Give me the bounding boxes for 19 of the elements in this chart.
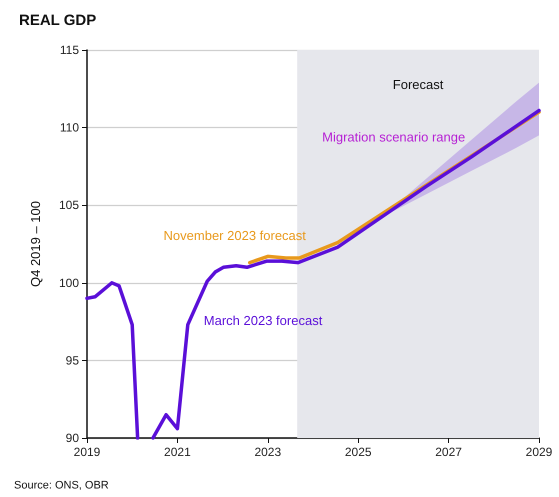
y-tick-label: 100 xyxy=(58,276,80,290)
series-label: March 2023 forecast xyxy=(204,313,323,328)
y-tick-label: 95 xyxy=(66,353,80,368)
chart-title: REAL GDP xyxy=(19,12,96,29)
y-tick-label: 110 xyxy=(60,120,80,135)
x-tick-label: 2019 xyxy=(74,445,101,459)
annotation: Migration scenario range xyxy=(322,130,466,145)
y-tick-label: 90 xyxy=(66,431,80,445)
band-label: Forecast xyxy=(392,77,444,92)
y-axis-title: Q4 2019 – 100 xyxy=(28,200,43,288)
x-tick-label: 2029 xyxy=(526,445,553,459)
x-tick-label: 2027 xyxy=(435,445,462,459)
x-tick-label: 2025 xyxy=(344,445,372,459)
y-tick-label: 115 xyxy=(60,43,80,57)
y-tick-label: 105 xyxy=(58,198,80,212)
source-note: Source: ONS, OBR xyxy=(14,480,109,492)
x-tick-label: 2021 xyxy=(164,445,192,459)
x-tick-label: 2023 xyxy=(254,445,282,459)
series-label: November 2023 forecast xyxy=(164,228,306,244)
